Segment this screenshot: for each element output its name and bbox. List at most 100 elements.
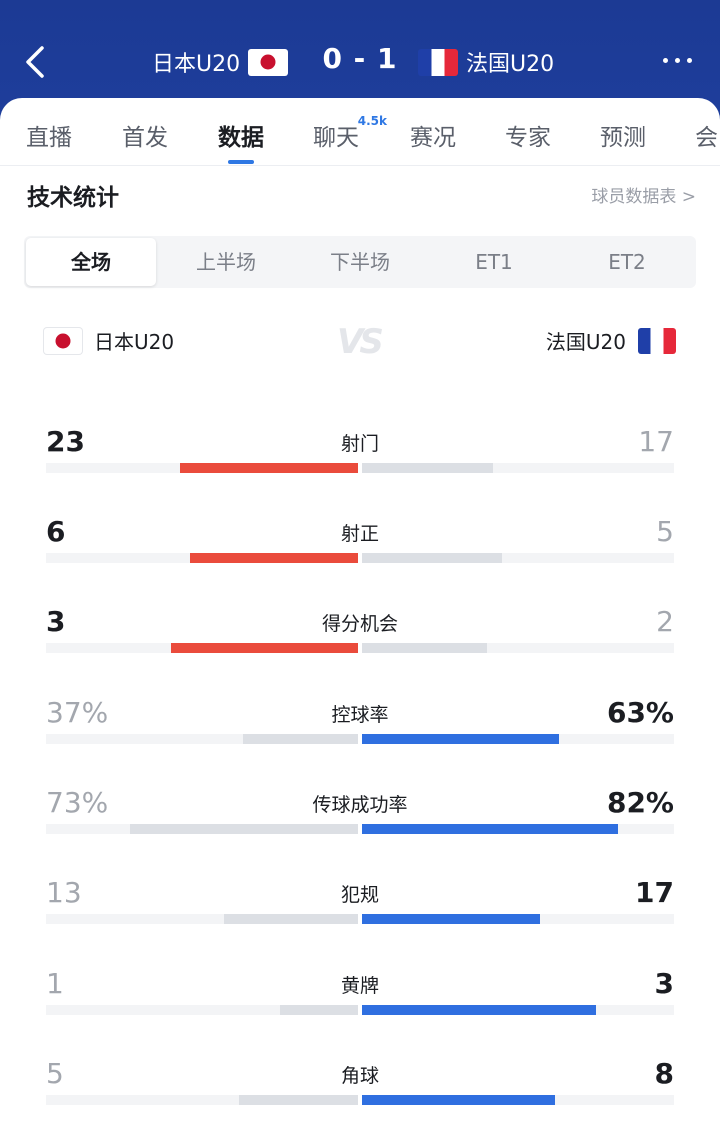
teams-row: 日本U20 VS 法国U20: [0, 322, 720, 362]
stat-home-value: 73%: [46, 786, 109, 819]
stat-away-bar: [362, 463, 494, 473]
stat-home-value: 6: [46, 515, 66, 548]
tab-predict[interactable]: 预测: [600, 118, 646, 152]
stat-row: 13 犯规 17: [0, 876, 720, 956]
stat-away-value: 2: [656, 605, 674, 638]
section-title: 技术统计: [27, 185, 119, 211]
stat-label: 犯规: [340, 884, 379, 906]
stat-away-track: [362, 734, 674, 744]
stat-away-value: 3: [654, 967, 674, 1000]
player-stats-link[interactable]: 球员数据表 >: [591, 187, 696, 207]
tab-events[interactable]: 赛况: [410, 118, 456, 152]
stat-home-bar: [223, 914, 358, 924]
stat-away-bar: [362, 1005, 596, 1015]
stat-row: 37% 控球率 63%: [0, 696, 720, 776]
stat-away-track: [362, 553, 674, 563]
stat-home-track: [46, 643, 358, 653]
stat-home-value: 37%: [46, 696, 109, 729]
stat-away-track: [362, 643, 674, 653]
home-team: 日本U20: [44, 326, 174, 355]
tab-chat-label: 聊天: [313, 125, 359, 151]
stat-row: 5 角球 8: [0, 1057, 720, 1131]
japan-flag-icon: [44, 327, 82, 354]
stat-away-value: 5: [656, 515, 674, 548]
stat-away-value: 17: [638, 425, 674, 458]
stat-home-track: [46, 1005, 358, 1015]
stat-home-track: [46, 1095, 358, 1105]
france-flag-icon: [638, 327, 676, 354]
stat-away-value: 8: [654, 1057, 674, 1090]
back-arrow-icon[interactable]: [20, 42, 54, 82]
stat-home-value: 5: [46, 1057, 64, 1090]
stat-label: 传球成功率: [312, 794, 408, 816]
period-et1[interactable]: ET1: [475, 250, 513, 274]
tab-member-label: 会: [695, 125, 718, 151]
period-first-half[interactable]: 上半场: [196, 250, 256, 274]
stat-row: 3 得分机会 2: [0, 605, 720, 685]
tab-experts[interactable]: 专家: [505, 118, 551, 152]
stat-away-value: 82%: [606, 786, 674, 819]
tab-data[interactable]: 数据: [218, 118, 264, 164]
tab-lineup-label: 首发: [122, 125, 168, 151]
stat-home-value: 23: [46, 425, 85, 458]
stat-away-bar: [362, 643, 487, 653]
stat-away-value: 17: [635, 876, 674, 909]
stat-row: 6 射正 5: [0, 515, 720, 595]
stat-home-bar: [189, 553, 358, 563]
period-full[interactable]: 全场: [26, 238, 156, 286]
header-away-team-name: 法国U20: [466, 52, 555, 77]
period-et2[interactable]: ET2: [608, 250, 646, 274]
stat-row: 73% 传球成功率 82%: [0, 786, 720, 866]
stat-label: 控球率: [331, 704, 389, 726]
active-tab-indicator: [228, 160, 254, 164]
japan-flag-icon: [248, 48, 289, 76]
stat-label: 黄牌: [340, 975, 379, 997]
stat-home-bar: [239, 1095, 358, 1105]
tab-lineup[interactable]: 首发: [122, 118, 168, 152]
stat-home-bar: [170, 643, 358, 653]
stat-away-track: [362, 914, 674, 924]
more-options-icon[interactable]: [663, 58, 692, 63]
tab-experts-label: 专家: [505, 125, 551, 151]
chat-count-badge: 4.5k: [357, 114, 387, 128]
period-selector: 全场 上半场 下半场 ET1 ET2: [24, 236, 696, 288]
tab-bar: 直播 首发 数据 聊天 4.5k 赛况 专家 预测 会: [0, 98, 720, 166]
tab-live[interactable]: 直播: [26, 118, 72, 152]
stat-home-bar: [130, 824, 358, 834]
tab-chat[interactable]: 聊天 4.5k: [313, 114, 387, 152]
content-card: 直播 首发 数据 聊天 4.5k 赛况 专家 预测 会 技术统计 球员数据表 > …: [0, 98, 720, 1131]
tab-member[interactable]: 会: [695, 118, 718, 152]
stat-away-bar: [362, 824, 618, 834]
stat-label: 角球: [340, 1065, 379, 1087]
stat-away-bar: [362, 734, 559, 744]
stat-label: 射正: [340, 523, 379, 545]
france-flag-icon: [418, 48, 458, 76]
stat-home-bar: [180, 463, 358, 473]
stat-home-track: [46, 734, 358, 744]
stat-row: 23 射门 17: [0, 425, 720, 505]
stat-row: 1 黄牌 3: [0, 967, 720, 1047]
stat-home-value: 13: [46, 876, 82, 909]
stat-away-value: 63%: [606, 696, 674, 729]
stat-away-track: [362, 1095, 674, 1105]
stat-away-track: [362, 824, 674, 834]
stat-label: 射门: [340, 433, 379, 455]
stat-home-value: 1: [46, 967, 64, 1000]
stat-home-track: [46, 824, 358, 834]
home-team-name: 日本U20: [94, 330, 175, 354]
stat-home-track: [46, 553, 358, 563]
period-second-half[interactable]: 下半场: [330, 250, 390, 274]
stat-home-value: 3: [46, 605, 66, 638]
tab-events-label: 赛况: [410, 125, 456, 151]
header-home-team[interactable]: 日本U20: [152, 44, 289, 80]
header-away-team[interactable]: 法国U20: [418, 44, 554, 80]
header-home-team-name: 日本U20: [152, 52, 241, 77]
stat-home-track: [46, 914, 358, 924]
tab-predict-label: 预测: [600, 125, 646, 151]
tab-data-label: 数据: [218, 125, 264, 151]
stat-away-bar: [362, 1095, 556, 1105]
away-team-name: 法国U20: [545, 330, 626, 354]
stat-home-track: [46, 463, 358, 473]
stat-label: 得分机会: [321, 613, 398, 635]
stat-away-bar: [362, 553, 503, 563]
